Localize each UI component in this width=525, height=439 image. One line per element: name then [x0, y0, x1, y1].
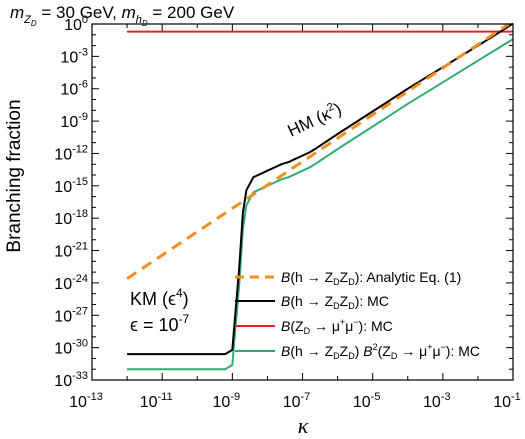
y-tick-label: 10-18: [54, 208, 88, 228]
chart-title: mZD = 30 GeV, mhD = 200 GeV: [10, 3, 235, 28]
x-tick-label: 10-13: [69, 391, 103, 411]
km-annotation: KM (ϵ4): [130, 286, 189, 309]
x-tick-label: 10-3: [423, 391, 451, 411]
series-line-0: [126, 22, 510, 280]
legend-label-zmumu: B(ZD → μ+μ−): MC: [281, 317, 393, 336]
y-tick-label: 10-24: [54, 273, 88, 293]
y-tick-label: 10-6: [60, 79, 88, 99]
series-line-3: [127, 38, 514, 371]
y-tick-label: 100: [64, 14, 88, 34]
legend-label-mc: B(h → ZDZD): MC: [281, 293, 389, 311]
y-tick-label: 10-9: [60, 111, 88, 131]
y-tick-label: 10-33: [54, 370, 88, 390]
x-tick-label: 10-7: [283, 391, 311, 411]
x-axis-label: κ: [298, 413, 309, 438]
series-line-1: [127, 22, 514, 356]
x-tick-label: 10-11: [140, 391, 173, 411]
legend: B(h → ZDZD): Analytic Eq. (1) B(h → ZDZD…: [235, 269, 480, 361]
x-tick-label: 10-9: [213, 391, 241, 411]
plot-frame: [91, 23, 514, 381]
y-tick-label: 10-27: [54, 305, 88, 325]
y-tick-label: 10-12: [54, 143, 88, 163]
y-tick-label: 10-21: [54, 241, 88, 261]
x-tick-label: 10-5: [353, 391, 381, 411]
y-axis-label: Branching fraction: [4, 99, 25, 252]
x-tick-label: 10-1: [493, 391, 521, 411]
epsilon-annotation: ϵ = 10-7: [130, 312, 189, 335]
legend-label-product: B(h → ZDZD) B2(ZD → μ+μ−): MC: [281, 342, 480, 361]
y-tick-label: 10-30: [54, 338, 88, 358]
y-tick-label: 10-3: [60, 46, 88, 66]
y-tick-label: 10-15: [54, 176, 88, 196]
legend-label-analytic: B(h → ZDZD): Analytic Eq. (1): [281, 269, 461, 287]
